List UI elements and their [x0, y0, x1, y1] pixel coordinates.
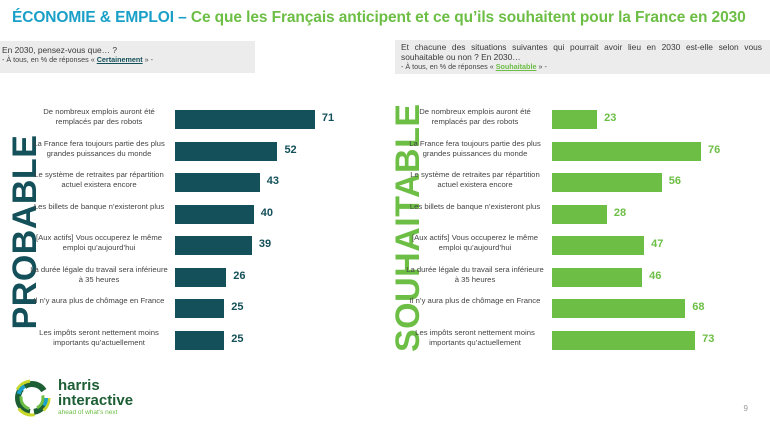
- question-subtitle: - À tous, en % de réponses « Souhaitable…: [401, 62, 762, 72]
- probable-value-label: 43: [266, 175, 279, 187]
- souhaitable-bar: [552, 330, 696, 350]
- souhaitable-bar: [552, 110, 598, 129]
- probable-row: De nombreux emplois auront été remplacés…: [0, 107, 770, 130]
- probable-category-label: Les billets de banque n’existeront plus: [33, 201, 165, 211]
- souhaitable-bar: [552, 236, 645, 255]
- probable-category-label: La durée légale du travail sera inférieu…: [30, 264, 168, 284]
- probable-category-label: Le système de retraites par répartition …: [34, 170, 164, 189]
- souhaitable-value-label: 47: [651, 238, 664, 250]
- probable-value-label: 39: [258, 238, 272, 250]
- souhaitable-row: Le système de retraites par répartition …: [0, 170, 770, 193]
- probable-row: Le système de retraites par répartition …: [0, 170, 770, 193]
- souhaitable-value-label: 68: [692, 301, 705, 313]
- probable-row: La durée légale du travail sera inférieu…: [0, 264, 770, 288]
- souhaitable-bar: [552, 141, 701, 161]
- probable-value-label: 71: [321, 112, 335, 124]
- souhaitable-value-label: 76: [707, 143, 721, 156]
- souhaitable-row: La durée légale du travail sera inférieu…: [0, 264, 770, 288]
- probable-bar: [175, 110, 315, 129]
- probable-row: [Aux actifs] Vous occuperez le même empl…: [0, 233, 770, 256]
- brand-wordmark: harris interactive ahead of what's next: [58, 377, 134, 417]
- probable-value-label: 40: [260, 206, 274, 219]
- probable-category-label: Les impôts seront nettement moins import…: [39, 327, 159, 347]
- souhaitable-row: De nombreux emplois auront été remplacés…: [0, 107, 770, 130]
- brand-line2: interactive: [58, 392, 134, 409]
- souhaitable-category-label: Les impôts seront nettement moins import…: [415, 327, 535, 347]
- souhaitable-row: La France fera toujours partie des plus …: [0, 138, 770, 162]
- souhaitable-row: Les billets de banque n’existeront plus 2…: [0, 201, 770, 225]
- probable-bar: [175, 173, 260, 192]
- keyword-souhaitable: Souhaitable: [495, 62, 537, 71]
- souhaitable-category-label: Les billets de banque n’existeront plus: [409, 201, 541, 211]
- souhaitable-row: [Aux actifs] Vous occuperez le même empl…: [0, 233, 770, 256]
- souhaitable-row: Les impôts seront nettement moins import…: [0, 327, 770, 351]
- probable-category-label: [Aux actifs] Vous occuperez le même empl…: [35, 233, 163, 252]
- probable-bar: [175, 141, 278, 161]
- brand-line1: harris: [58, 377, 100, 394]
- souhaitable-value-label: 46: [649, 269, 662, 282]
- souhaitable-row: Il n’y aura plus de chômage en France 68: [0, 296, 770, 319]
- probable-row: Les billets de banque n’existeront plus 4…: [0, 201, 770, 225]
- souhaitable-category-label: La durée légale du travail sera inférieu…: [406, 264, 544, 284]
- harris-logo-icon: [13, 379, 51, 417]
- probable-bar: [175, 267, 227, 287]
- question-subtitle: - À tous, en % de réponses « Certainemen…: [2, 55, 255, 65]
- probable-bar: [175, 204, 254, 224]
- probable-value-label: 25: [231, 301, 244, 313]
- probable-value-label: 26: [233, 269, 246, 282]
- title-subject: Ce que les Français anticipent et ce qu’…: [186, 9, 746, 26]
- souhaitable-bar: [552, 299, 686, 318]
- souhaitable-value-label: 56: [668, 175, 681, 187]
- souhaitable-category-label: Il n’y aura plus de chômage en France: [409, 296, 541, 305]
- souhaitable-category-label: La France fera toujours partie des plus …: [409, 138, 541, 158]
- subtitle-prefix: - À tous, en % de réponses «: [401, 62, 496, 71]
- probable-category-label: Il n’y aura plus de chômage en France: [33, 296, 165, 305]
- probable-row: La France fera toujours partie des plus …: [0, 138, 770, 162]
- subtitle-suffix: » -: [142, 55, 154, 64]
- subtitle-prefix: - À tous, en % de réponses «: [2, 55, 97, 64]
- souhaitable-value-label: 23: [604, 112, 617, 124]
- question-box-probable: En 2030, pensez-vous que… ? - À tous, en…: [0, 41, 255, 73]
- question-box-souhaitable: Et chacune des situations suivantes qui …: [395, 40, 770, 74]
- souhaitable-bar: [552, 173, 662, 192]
- probable-bar: [175, 236, 252, 255]
- souhaitable-value-label: 28: [613, 206, 627, 219]
- slide-title: ÉCONOMIE & EMPLOI – Ce que les Français …: [12, 9, 746, 27]
- subtitle-suffix: » -: [536, 62, 547, 71]
- souhaitable-category-label: Le système de retraites par répartition …: [410, 170, 540, 189]
- probable-value-label: 52: [284, 143, 297, 156]
- souhaitable-bar: [552, 267, 643, 287]
- probable-value-label: 25: [231, 332, 244, 345]
- probable-bar: [175, 330, 225, 350]
- question-text: En 2030, pensez-vous que… ?: [2, 45, 118, 55]
- probable-row: Les impôts seront nettement moins import…: [0, 327, 770, 351]
- title-section: ÉCONOMIE & EMPLOI –: [12, 9, 187, 26]
- souhaitable-category-label: De nombreux emplois auront été remplacés…: [419, 107, 531, 126]
- souhaitable-bar: [552, 204, 607, 224]
- probable-row: Il n’y aura plus de chômage en France 25: [0, 296, 770, 319]
- souhaitable-value-label: 73: [702, 332, 715, 345]
- page-number: 9: [743, 404, 748, 413]
- probable-bar: [175, 299, 225, 318]
- probable-category-label: La France fera toujours partie des plus …: [33, 138, 165, 158]
- probable-category-label: De nombreux emplois auront été remplacés…: [43, 107, 155, 126]
- keyword-certainement: Certainement: [96, 55, 143, 64]
- souhaitable-category-label: [Aux actifs] Vous occuperez le même empl…: [411, 233, 539, 252]
- brand-tagline: ahead of what's next: [58, 409, 118, 416]
- question-text: Et chacune des situations suivantes qui …: [401, 42, 762, 62]
